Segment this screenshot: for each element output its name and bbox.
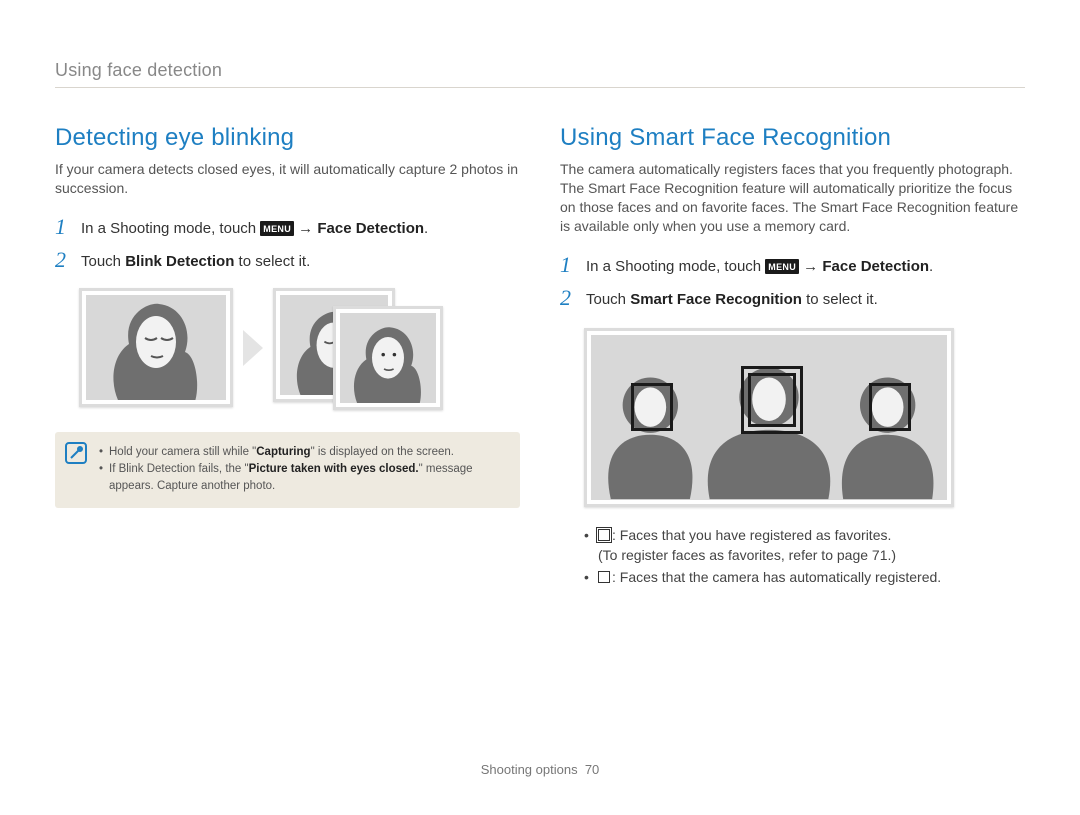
blink-figure (79, 288, 520, 408)
right-intro: The camera automatically registers faces… (560, 160, 1025, 236)
left-heading: Detecting eye blinking (55, 124, 520, 152)
step-number: 1 (55, 216, 71, 238)
legend-list: : Faces that you have registered as favo… (584, 525, 1025, 588)
note-list: Hold your camera still while "Capturing"… (99, 444, 506, 496)
footer-section: Shooting options (481, 762, 578, 777)
right-steps: 1 In a Shooting mode, touch MENU → Face … (560, 254, 1025, 310)
photo-closed-eyes (79, 288, 233, 407)
photo-stack (273, 288, 433, 408)
page-content: Using face detection Detecting eye blink… (55, 60, 1025, 589)
step-text: Touch Smart Face Recognition to select i… (586, 287, 878, 310)
note-item: If Blink Detection fails, the "Picture t… (99, 461, 506, 496)
right-heading: Using Smart Face Recognition (560, 124, 1025, 152)
right-step-1: 1 In a Shooting mode, touch MENU → Face … (560, 254, 1025, 277)
face-silhouette-icon (344, 321, 432, 403)
detection-box-single (869, 383, 911, 431)
legend-item: : Faces that you have registered as favo… (584, 525, 1025, 566)
auto-box-icon (598, 571, 610, 583)
step-text: Touch Blink Detection to select it. (81, 249, 310, 272)
left-step-1: 1 In a Shooting mode, touch MENU → Face … (55, 216, 520, 239)
note-box: Hold your camera still while "Capturing"… (55, 432, 520, 508)
right-step-2: 2 Touch Smart Face Recognition to select… (560, 287, 1025, 310)
left-step-2: 2 Touch Blink Detection to select it. (55, 249, 520, 272)
footer-page-number: 70 (585, 762, 599, 777)
left-intro: If your camera detects closed eyes, it w… (55, 160, 520, 198)
step-number: 2 (55, 249, 71, 271)
smart-face-figure (584, 328, 954, 507)
arrow-right-icon (243, 330, 263, 366)
step-text: In a Shooting mode, touch MENU → Face De… (586, 254, 933, 277)
detection-box-double (748, 373, 796, 427)
photo-result-front (333, 306, 443, 410)
page-footer: Shooting options 70 (0, 762, 1080, 777)
left-steps: 1 In a Shooting mode, touch MENU → Face … (55, 216, 520, 272)
menu-icon: MENU (260, 221, 294, 237)
note-item: Hold your camera still while "Capturing"… (99, 444, 506, 461)
breadcrumb: Using face detection (55, 60, 1025, 88)
step-number: 2 (560, 287, 576, 309)
right-column: Using Smart Face Recognition The camera … (560, 124, 1025, 589)
face-silhouette-icon (101, 296, 211, 400)
step-text: In a Shooting mode, touch MENU → Face De… (81, 216, 428, 239)
two-column-layout: Detecting eye blinking If your camera de… (55, 124, 1025, 589)
favorite-box-icon (598, 529, 610, 541)
detection-box-single (631, 383, 673, 431)
step-number: 1 (560, 254, 576, 276)
menu-icon: MENU (765, 259, 799, 275)
note-icon (65, 442, 87, 464)
left-column: Detecting eye blinking If your camera de… (55, 124, 520, 589)
legend-item: : Faces that the camera has automaticall… (584, 567, 1025, 587)
